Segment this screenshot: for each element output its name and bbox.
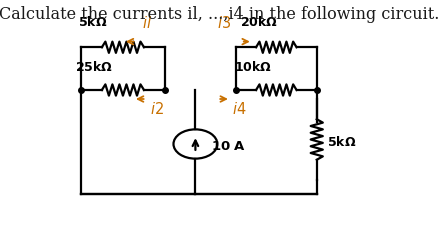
Text: $\bf{10k\Omega}$: $\bf{10k\Omega}$ (234, 60, 272, 74)
Text: $\bf{20k\Omega}$: $\bf{20k\Omega}$ (240, 15, 279, 29)
Text: Calculate the currents il, ...,i4 in the following circuit.: Calculate the currents il, ...,i4 in the… (0, 6, 438, 23)
Text: $il$: $il$ (142, 16, 152, 32)
Text: $\bf{5k\Omega}$: $\bf{5k\Omega}$ (327, 135, 356, 149)
Text: $\bf{10\ A}$: $\bf{10\ A}$ (211, 140, 246, 153)
Text: $i4$: $i4$ (233, 101, 247, 117)
Text: $\bf{25k\Omega}$: $\bf{25k\Omega}$ (75, 60, 113, 74)
Text: $i2$: $i2$ (150, 101, 164, 117)
Text: $i3$: $i3$ (217, 16, 231, 32)
Text: $\bf{5k\Omega}$: $\bf{5k\Omega}$ (78, 15, 107, 29)
